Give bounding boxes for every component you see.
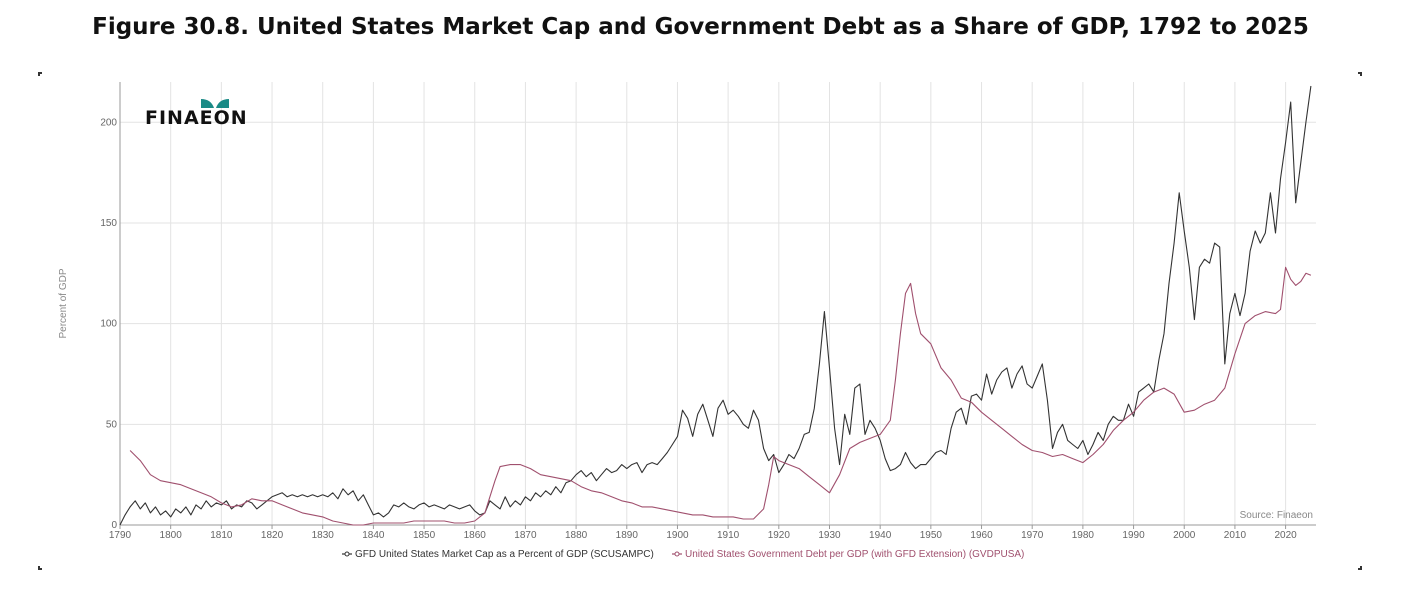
x-tick-label: 1890 — [616, 530, 639, 541]
x-tick-label: 1940 — [869, 530, 892, 541]
x-tick-label: 1950 — [920, 530, 943, 541]
y-tick-label: 100 — [100, 319, 117, 330]
x-tick-label: 1830 — [312, 530, 335, 541]
x-tick-label: 1790 — [109, 530, 132, 541]
x-tick-label: 1840 — [362, 530, 385, 541]
series-lines — [119, 85, 1312, 526]
y-tick-label: 50 — [106, 419, 118, 430]
y-tick-label: 0 — [111, 520, 117, 531]
source-label: Source: Finaeon — [1240, 510, 1313, 521]
x-tick-label: 2000 — [1173, 530, 1196, 541]
x-tick-label: 1980 — [1072, 530, 1095, 541]
grid-lines — [119, 82, 1316, 526]
axes: 1790 1800 1810 1820 1830 1840 1850 1860 1870 1880… — [100, 82, 1316, 541]
logo-leaf-right-icon — [216, 99, 229, 108]
y-tick-label: 150 — [100, 218, 117, 229]
x-tick-label: 1820 — [261, 530, 284, 541]
crop-mark-bottom-left — [38, 566, 42, 570]
crop-mark-top-right — [1358, 72, 1362, 76]
y-axis-title: Percent of GDP — [58, 268, 69, 338]
x-tick-label: 1800 — [160, 530, 183, 541]
legend-label-1: GFD United States Market Cap as a Percen… — [355, 549, 654, 560]
x-tick-label: 1910 — [717, 530, 740, 541]
x-tick-label: 1810 — [210, 530, 233, 541]
x-tick-label: 1920 — [768, 530, 791, 541]
chart-legend: GFD United States Market Cap as a Percen… — [342, 549, 1024, 560]
x-tick-label: 1930 — [818, 530, 841, 541]
y-tick-label: 200 — [100, 117, 117, 128]
series-line-1 — [119, 85, 1312, 526]
x-tick-label: 2010 — [1224, 530, 1247, 541]
crop-mark-top-left — [38, 72, 42, 76]
x-tick-label: 1990 — [1122, 530, 1145, 541]
legend-label-2: United States Government Debt per GDP (w… — [685, 549, 1024, 560]
figure-title: Figure 30.8. United States Market Cap an… — [92, 14, 1309, 40]
legend-marker-2 — [674, 551, 680, 557]
finaeon-logo: FINAEON — [145, 99, 248, 129]
x-tick-label: 1880 — [565, 530, 588, 541]
x-tick-label: 1870 — [514, 530, 537, 541]
legend-marker-1 — [344, 551, 350, 557]
crop-mark-bottom-right — [1358, 566, 1362, 570]
x-tick-label: 2020 — [1274, 530, 1297, 541]
x-tick-label: 1970 — [1021, 530, 1044, 541]
x-tick-label: 1860 — [464, 530, 487, 541]
logo-wordmark: FINAEON — [145, 107, 248, 129]
x-tick-label: 1850 — [413, 530, 436, 541]
x-tick-label: 1900 — [666, 530, 689, 541]
x-tick-label: 1960 — [970, 530, 993, 541]
series-line-2 — [129, 266, 1312, 526]
logo-leaf-left-icon — [201, 99, 214, 108]
